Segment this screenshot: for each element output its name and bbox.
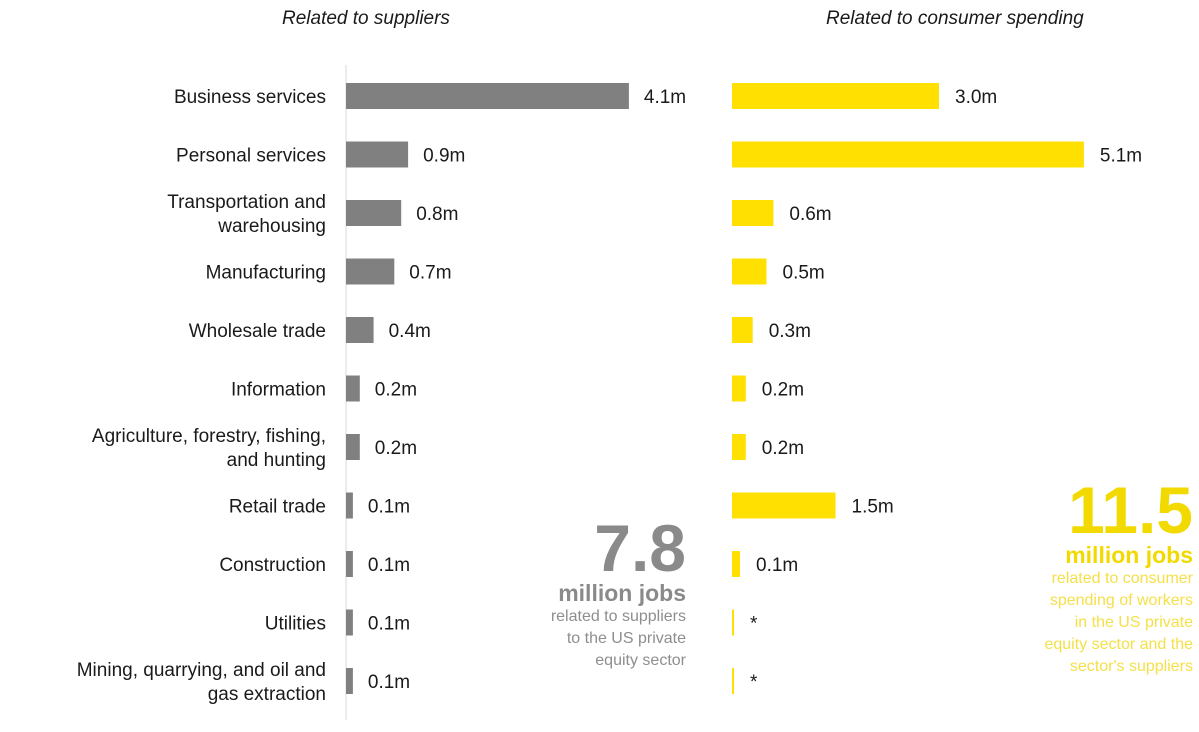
suppliers-total-description: related to suppliers to the US private equ… — [550, 608, 686, 669]
category-label: Retail trade — [229, 497, 326, 518]
supplier-value-label: 0.9m — [423, 146, 465, 167]
consumer-bar — [732, 492, 836, 519]
supplier-value-label: 0.1m — [368, 614, 410, 635]
consumer-bar — [732, 141, 1084, 168]
supplier-bar — [346, 200, 402, 226]
supplier-value-label: 0.2m — [375, 438, 417, 459]
category-label: Transportation and warehousing — [167, 192, 326, 237]
consumer-bar — [732, 375, 746, 402]
supplier-value-label: 0.1m — [368, 555, 410, 576]
consumer-value-label: 5.1m — [1100, 146, 1142, 167]
supplier-value-label: 0.2m — [375, 380, 417, 401]
consumer-value-label: 1.5m — [852, 497, 894, 518]
suppliers-header: Related to suppliers — [282, 8, 450, 29]
category-label: Information — [231, 380, 326, 401]
supplier-bar — [346, 317, 374, 343]
category-label: Agriculture, forestry, fishing, and hunti… — [92, 426, 326, 471]
consumer-total-unit: million jobs — [1065, 542, 1193, 568]
consumer-value-label: 0.2m — [762, 438, 804, 459]
category-label: Construction — [219, 555, 326, 576]
consumer-value-label: 0.3m — [769, 321, 811, 342]
supplier-bar — [346, 668, 353, 694]
consumer-value-label: 0.6m — [789, 204, 831, 225]
category-label: Personal services — [176, 146, 326, 167]
suppliers-total: 7.8 — [594, 511, 686, 585]
supplier-value-label: 0.1m — [368, 672, 410, 693]
consumer-value-label: 0.1m — [756, 555, 798, 576]
suppliers-total-unit: million jobs — [558, 580, 686, 606]
supplier-bar — [346, 551, 353, 577]
supplier-value-label: 0.8m — [416, 204, 458, 225]
supplier-value-label: 4.1m — [644, 87, 686, 108]
consumer-spending-header: Related to consumer spending — [826, 8, 1084, 29]
consumer-value-label: 0.5m — [783, 263, 825, 284]
category-label: Business services — [174, 87, 326, 108]
consumer-bar — [732, 551, 740, 577]
supplier-bar — [346, 375, 360, 402]
supplier-value-label: 0.4m — [389, 321, 431, 342]
consumer-bar — [732, 668, 734, 694]
consumer-summary: 11.5 million jobs related to consumer spe… — [993, 473, 1193, 678]
category-label: Mining, quarrying, and oil and gas extrac… — [77, 660, 326, 705]
supplier-value-label: 0.7m — [409, 263, 451, 284]
consumer-bar — [732, 317, 753, 343]
consumer-total-description: related to consumer spending of workers in… — [1044, 570, 1193, 675]
consumer-value-label: 3.0m — [955, 87, 997, 108]
consumer-bar — [732, 83, 939, 109]
category-label: Wholesale trade — [189, 321, 326, 342]
consumer-value-label: * — [750, 672, 758, 693]
supplier-bar — [346, 492, 353, 519]
consumer-bar — [732, 258, 767, 285]
consumer-value-label: * — [750, 614, 758, 635]
consumer-bar — [732, 200, 774, 226]
supplier-bar — [346, 141, 409, 168]
supplier-bar — [346, 434, 360, 460]
supplier-bar — [346, 258, 395, 285]
supplier-value-label: 0.1m — [368, 497, 410, 518]
consumer-total: 11.5 — [1068, 473, 1193, 547]
consumer-value-label: 0.2m — [762, 380, 804, 401]
category-label: Utilities — [265, 614, 326, 635]
supplier-bar — [346, 609, 353, 636]
category-label: Manufacturing — [206, 263, 326, 284]
supplier-bar — [346, 83, 629, 109]
consumer-bar — [732, 609, 734, 636]
consumer-bar — [732, 434, 746, 460]
suppliers-summary: 7.8 million jobs related to suppliers to … — [550, 511, 686, 672]
